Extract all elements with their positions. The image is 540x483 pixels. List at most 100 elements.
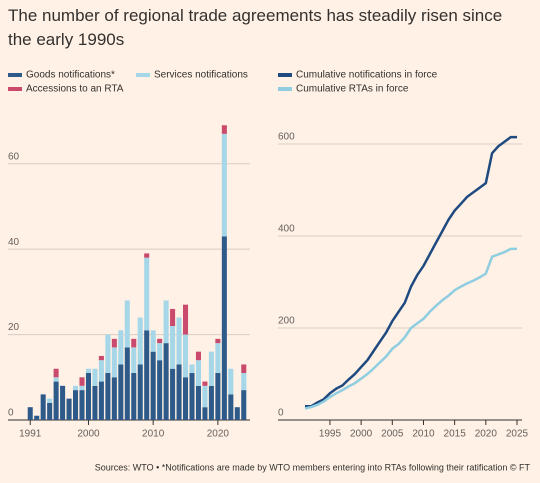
bar-segment <box>92 385 98 420</box>
bar-segment <box>98 381 104 420</box>
bar-segment <box>144 253 150 258</box>
bar-segment <box>150 351 156 420</box>
bar-segment <box>79 385 85 391</box>
x-tick-label: 2010 <box>412 429 435 440</box>
y-tick-label: 600 <box>278 132 295 143</box>
bar-segment <box>131 338 137 348</box>
bar-segment <box>53 381 59 420</box>
y-tick-label: 60 <box>8 151 20 162</box>
bar-segment <box>170 326 176 369</box>
bar-segment <box>241 364 247 374</box>
x-tick-label: 2000 <box>77 429 100 440</box>
legend-swatch <box>8 73 22 77</box>
bar-segment <box>137 317 143 365</box>
bar-segment <box>221 133 227 237</box>
legend-label: Goods notifications* <box>26 70 115 81</box>
bar-segment <box>137 364 143 420</box>
bar-segment <box>111 347 117 378</box>
bar-segment <box>66 398 72 420</box>
x-tick-label: 2020 <box>207 429 230 440</box>
bar-segment <box>157 343 163 361</box>
bar-segment <box>85 368 91 374</box>
bar-segment <box>47 398 53 403</box>
x-tick-label: 2025 <box>506 429 529 440</box>
x-tick-label: 1995 <box>319 429 342 440</box>
bar-segment <box>215 338 221 344</box>
bar-segment <box>144 330 150 420</box>
bar-segment <box>85 373 91 420</box>
bar-segment <box>228 394 234 420</box>
bar-segment <box>157 338 163 344</box>
bar-segment <box>163 300 169 344</box>
bar-segment <box>27 407 33 420</box>
bar-segment <box>124 300 130 348</box>
bar-segment <box>215 373 221 420</box>
bar-segment <box>234 407 240 420</box>
bar-segment <box>228 368 234 395</box>
bar-segment <box>111 377 117 420</box>
y-tick-label: 20 <box>8 322 20 333</box>
bar-segment <box>98 355 104 361</box>
bar-segment <box>53 377 59 382</box>
y-tick-label: 40 <box>8 237 20 248</box>
legend-swatch <box>8 87 22 91</box>
bar-segment <box>47 402 53 420</box>
bar-segment <box>241 373 247 391</box>
bar-segment <box>98 360 104 382</box>
bar-segment <box>202 385 208 408</box>
bar-segment <box>195 360 201 386</box>
bar-segment <box>183 304 189 335</box>
bar-segment <box>105 334 111 374</box>
bar-segment <box>118 364 124 420</box>
x-tick-label: 2005 <box>381 429 404 440</box>
series-line <box>305 135 517 408</box>
bar-segment <box>202 381 208 386</box>
bar-segment <box>221 125 227 134</box>
legend-label: Cumulative RTAs in force <box>296 84 409 95</box>
bar-segment <box>79 390 85 420</box>
bar-segment <box>40 394 46 420</box>
series-line <box>304 247 517 410</box>
x-tick-label: 2000 <box>350 429 373 440</box>
bar-segment <box>60 385 66 420</box>
source: Sources: WTO • *Notifications are made b… <box>95 462 531 472</box>
bar-segment <box>170 368 176 420</box>
bar-segment <box>157 360 163 420</box>
bar-segment <box>176 364 182 420</box>
bar-segment <box>170 308 176 327</box>
legend-label: Accessions to an RTA <box>26 84 124 95</box>
chart-title: The number of regional trade agreements … <box>8 6 503 49</box>
bar-segment <box>105 373 111 420</box>
bar-segment <box>131 373 137 420</box>
bar-segment <box>111 338 117 348</box>
bar-segment <box>131 347 137 374</box>
bar-segment <box>241 390 247 420</box>
bar-segment <box>208 351 214 386</box>
legend-label: Cumulative notifications in force <box>296 70 438 81</box>
bar-segment <box>118 330 124 365</box>
bar-segment <box>53 368 59 378</box>
legend-swatch <box>136 73 150 77</box>
x-tick-label: 2010 <box>142 429 165 440</box>
y-tick-label: 0 <box>8 408 14 419</box>
bar-segment <box>183 334 189 378</box>
bar-segment <box>73 385 79 391</box>
bar-segment <box>176 317 182 365</box>
bar-segment <box>189 373 195 420</box>
bar-segment <box>221 236 227 420</box>
bar-segment <box>215 343 221 374</box>
bar-segment <box>195 351 201 361</box>
x-tick-label: 1991 <box>19 429 42 440</box>
bar-segment <box>73 390 79 420</box>
bar-segment <box>124 347 130 420</box>
legend-label: Services notifications <box>154 70 248 81</box>
bar-segment <box>150 330 156 352</box>
bar-segment <box>144 257 150 331</box>
bar-segment <box>202 407 208 420</box>
bar-segment <box>163 343 169 420</box>
y-tick-label: 200 <box>278 316 295 327</box>
x-tick-label: 2015 <box>444 429 467 440</box>
bar-segment <box>79 377 85 386</box>
